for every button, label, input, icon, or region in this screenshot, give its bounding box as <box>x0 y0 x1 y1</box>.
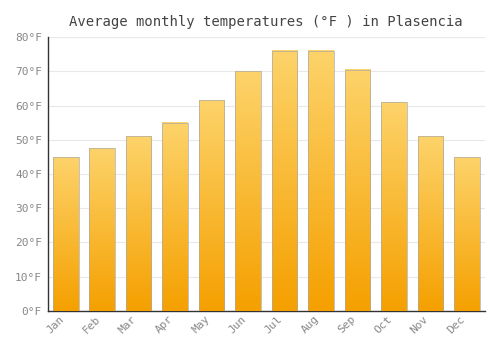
Bar <box>272 51 297 311</box>
Bar <box>344 70 370 311</box>
Title: Average monthly temperatures (°F ) in Plasencia: Average monthly temperatures (°F ) in Pl… <box>70 15 463 29</box>
Bar <box>454 157 479 311</box>
Bar <box>236 71 261 311</box>
Bar <box>418 136 443 311</box>
Bar <box>308 51 334 311</box>
Bar <box>126 136 152 311</box>
Bar <box>162 122 188 311</box>
Bar <box>199 100 224 311</box>
Bar <box>53 157 78 311</box>
Bar <box>381 102 406 311</box>
Bar <box>90 148 115 311</box>
